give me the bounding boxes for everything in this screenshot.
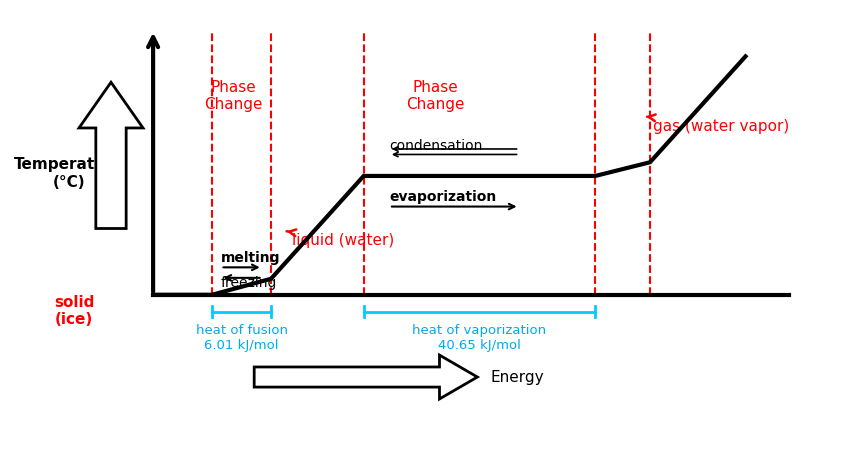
Text: heat of vaporization
40.65 kJ/mol: heat of vaporization 40.65 kJ/mol: [412, 324, 546, 352]
Text: evaporization: evaporization: [389, 190, 496, 203]
Text: Phase
Change: Phase Change: [406, 80, 465, 112]
Polygon shape: [79, 82, 143, 228]
Text: Phase
Change: Phase Change: [204, 80, 262, 112]
Text: solid
(ice): solid (ice): [54, 295, 95, 327]
Text: liquid (water): liquid (water): [287, 229, 394, 248]
Text: Temperature
(°C): Temperature (°C): [14, 158, 124, 190]
Text: melting: melting: [220, 251, 280, 265]
Text: Energy: Energy: [490, 370, 544, 384]
Text: condensation: condensation: [389, 139, 483, 153]
Text: heat of fusion
6.01 kJ/mol: heat of fusion 6.01 kJ/mol: [196, 324, 287, 352]
Polygon shape: [254, 355, 477, 399]
Text: freezing: freezing: [220, 276, 276, 290]
Text: gas (water vapor): gas (water vapor): [647, 114, 789, 134]
